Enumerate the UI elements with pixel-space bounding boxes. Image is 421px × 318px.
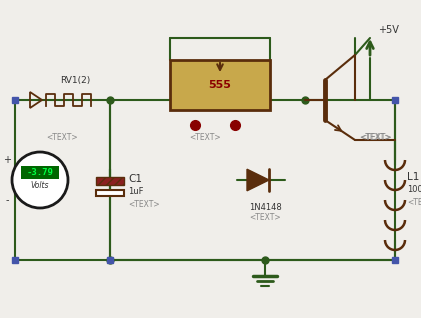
Text: Volts: Volts <box>31 181 49 190</box>
Text: 1uF: 1uF <box>128 187 144 196</box>
Text: <TEXT>: <TEXT> <box>46 133 78 142</box>
Circle shape <box>12 152 68 208</box>
Text: -3.79: -3.79 <box>27 168 53 177</box>
Bar <box>96 190 124 196</box>
Text: 1N4148: 1N4148 <box>249 203 281 212</box>
Bar <box>170 60 270 110</box>
Bar <box>21 166 59 179</box>
Text: L1: L1 <box>407 172 419 182</box>
Bar <box>96 177 124 185</box>
Text: <TEXT>: <TEXT> <box>128 200 160 209</box>
Text: <TEXT>: <TEXT> <box>407 198 421 207</box>
Text: <TEXT>: <TEXT> <box>249 213 281 222</box>
Text: +5V: +5V <box>378 25 399 35</box>
Text: <TEXT>: <TEXT> <box>360 133 392 142</box>
Text: 100uh: 100uh <box>407 185 421 194</box>
Polygon shape <box>247 169 269 191</box>
Text: RV1(2): RV1(2) <box>60 76 90 85</box>
Text: <TEXT>: <TEXT> <box>189 133 221 142</box>
Text: +: + <box>3 155 11 165</box>
Text: C1: C1 <box>128 174 142 184</box>
Text: 555: 555 <box>208 80 232 90</box>
Text: -: - <box>5 195 9 205</box>
Text: <TEXT>: <TEXT> <box>359 133 391 142</box>
